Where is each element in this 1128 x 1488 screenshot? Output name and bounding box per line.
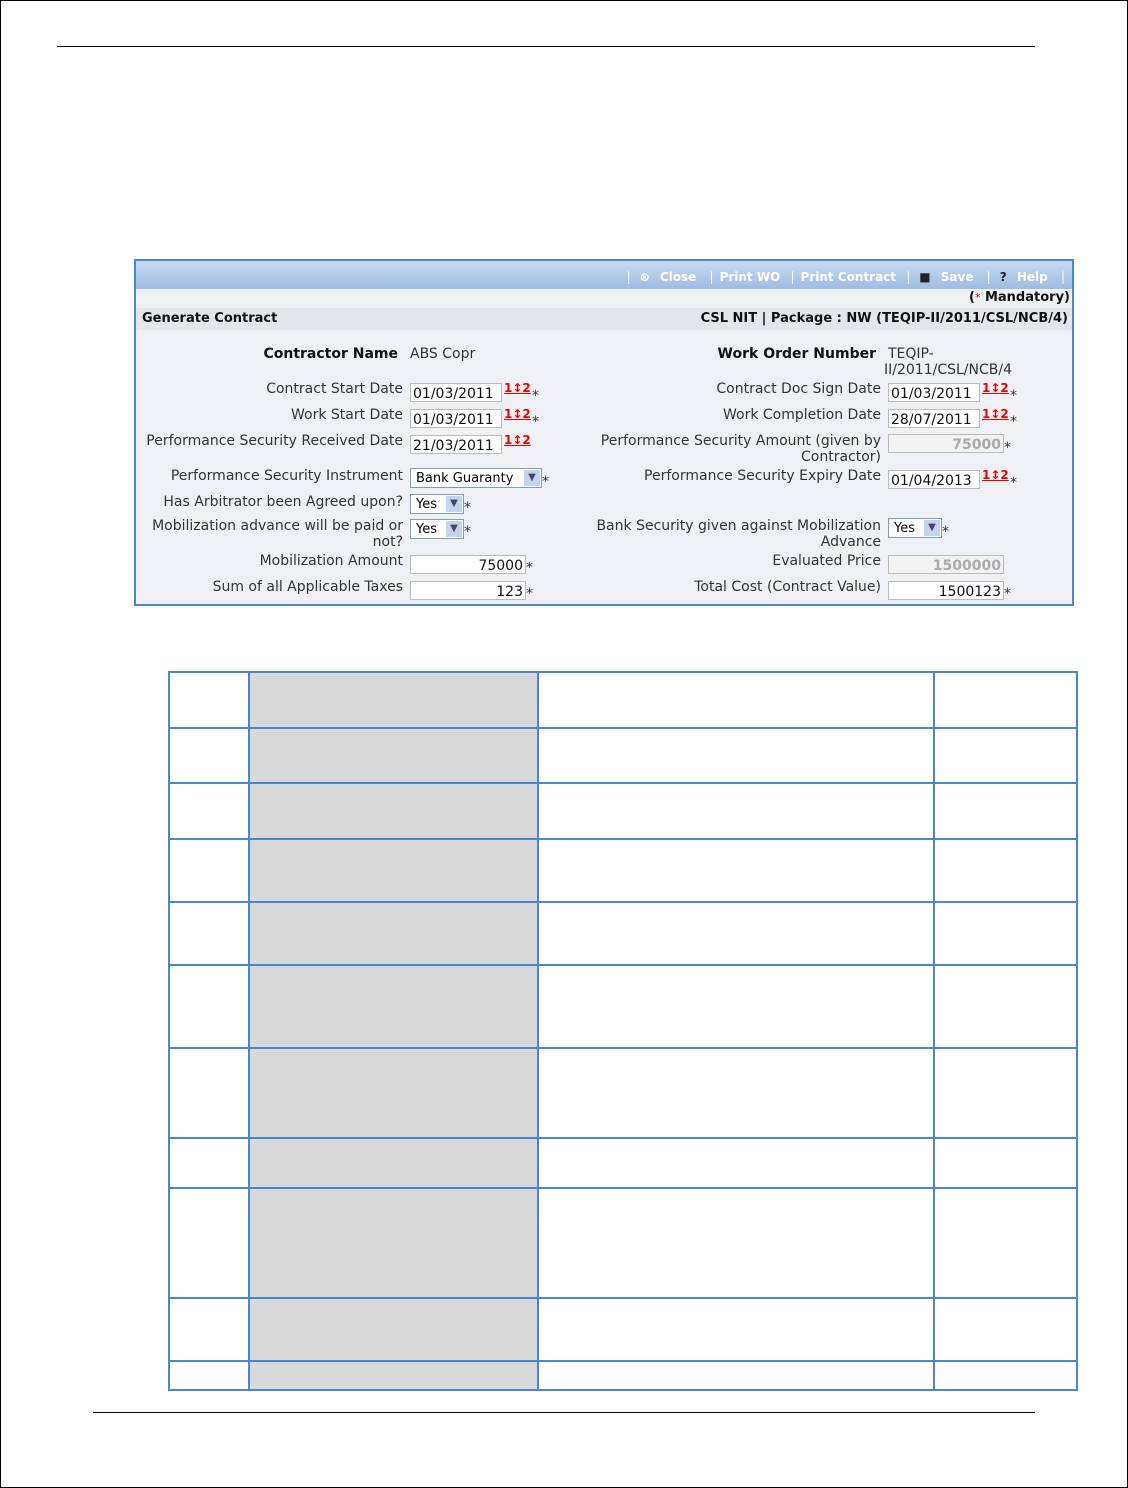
chevron-down-icon: ▼	[524, 470, 540, 486]
print-wo-button[interactable]: Print WO	[719, 270, 781, 284]
chevron-down-icon: ▼	[446, 521, 462, 537]
required-asterisk: *	[1010, 388, 1017, 404]
chevron-down-icon: ▼	[924, 520, 940, 536]
ps-received-label: Performance Security Received Date	[146, 433, 403, 449]
required-asterisk: *	[1010, 475, 1017, 491]
required-asterisk: *	[526, 586, 533, 602]
table-row	[168, 1297, 1078, 1362]
taxes-input[interactable]: 123	[410, 581, 526, 600]
doc-sign-label: Contract Doc Sign Date	[716, 381, 881, 397]
help-button[interactable]: ? Help	[999, 270, 1048, 284]
contract-start-label: Contract Start Date	[266, 381, 403, 397]
contract-start-input[interactable]: 01/03/2011	[410, 383, 502, 402]
ps-instrument-label: Performance Security Instrument	[170, 468, 403, 484]
arbitrator-label: Has Arbitrator been Agreed upon?	[163, 494, 403, 510]
print-contract-button[interactable]: Print Contract	[800, 270, 897, 284]
required-asterisk: *	[526, 560, 533, 576]
bank-security-label: Bank Security given against Mobilization…	[596, 518, 881, 550]
table-row	[168, 1047, 1078, 1139]
required-asterisk: *	[464, 500, 471, 516]
table-row	[168, 1360, 1078, 1391]
save-button[interactable]: ■ Save	[919, 270, 974, 284]
mob-amount-label: Mobilization Amount	[259, 553, 403, 569]
ps-expiry-label: Performance Security Expiry Date	[644, 468, 881, 484]
required-asterisk: *	[1004, 586, 1011, 602]
calendar-icon[interactable]: 1↕2	[504, 381, 531, 395]
ps-amount-label: Performance Security Amount (given by Con…	[600, 433, 881, 465]
form-header: Generate Contract CSL NIT | Package : NW…	[136, 308, 1072, 330]
total-cost-input[interactable]: 1500123	[888, 581, 1004, 600]
table-row	[168, 901, 1078, 966]
chevron-down-icon: ▼	[446, 496, 462, 512]
completion-label: Work Completion Date	[723, 407, 881, 423]
close-icon: ⊗	[639, 270, 650, 284]
bank-security-select[interactable]: Yes ▼	[888, 518, 942, 538]
calendar-icon[interactable]: 1↕2	[982, 381, 1009, 395]
eval-price-label: Evaluated Price	[772, 553, 881, 569]
calendar-icon[interactable]: 1↕2	[982, 407, 1009, 421]
required-asterisk: *	[532, 388, 539, 404]
ps-received-input[interactable]: 21/03/2011	[410, 435, 502, 454]
table-row	[168, 1137, 1078, 1189]
help-icon: ?	[999, 270, 1007, 284]
required-asterisk: *	[942, 524, 949, 540]
doc-sign-input[interactable]: 01/03/2011	[888, 383, 980, 402]
table-row	[168, 1187, 1078, 1299]
required-asterisk: *	[464, 524, 471, 540]
footer-rule	[93, 1412, 1035, 1413]
empty-table	[168, 671, 1078, 1391]
mob-amount-input[interactable]: 75000	[410, 555, 526, 574]
ps-instrument-select[interactable]: Bank Guaranty ▼	[410, 468, 542, 488]
calendar-icon[interactable]: 1↕2	[504, 433, 531, 447]
mob-advance-label: Mobilization advance will be paid or not?	[152, 518, 403, 550]
table-row	[168, 671, 1078, 729]
table-row	[168, 782, 1078, 840]
total-cost-label: Total Cost (Contract Value)	[694, 579, 881, 595]
header-rule	[57, 46, 1035, 47]
toolbar: | ⊗ Close | Print WO | Print Contract | ■ Sa…	[136, 261, 1072, 289]
contractor-name-label: Contractor Name	[263, 346, 398, 362]
wo-number-value: TEQIP- II/2011/CSL/NCB/4	[884, 346, 1012, 378]
generate-contract-panel: | ⊗ Close | Print WO | Print Contract | ■ Sa…	[134, 259, 1074, 606]
package-info: CSL NIT | Package : NW (TEQIP-II/2011/CS…	[700, 311, 1068, 326]
mob-advance-select[interactable]: Yes ▼	[410, 519, 464, 539]
wo-number-label: Work Order Number	[717, 346, 876, 362]
table-row	[168, 727, 1078, 784]
ps-expiry-input[interactable]: 01/04/2013	[888, 470, 980, 489]
calendar-icon[interactable]: 1↕2	[504, 407, 531, 421]
required-asterisk: *	[1010, 414, 1017, 430]
ps-amount-input[interactable]: 75000	[888, 434, 1004, 453]
contractor-name-value: ABS Copr	[410, 346, 476, 362]
table-row	[168, 964, 1078, 1049]
required-asterisk: *	[532, 414, 539, 430]
page-title: Generate Contract	[142, 311, 278, 326]
arbitrator-select[interactable]: Yes ▼	[410, 494, 464, 514]
floppy-disk-icon: ■	[919, 270, 931, 284]
calendar-icon[interactable]: 1↕2	[982, 468, 1009, 482]
taxes-label: Sum of all Applicable Taxes	[212, 579, 403, 595]
required-asterisk: *	[542, 474, 549, 490]
work-start-label: Work Start Date	[290, 407, 403, 423]
close-button[interactable]: ⊗ Close	[639, 270, 697, 284]
mandatory-note: (* Mandatory)	[968, 290, 1070, 305]
completion-input[interactable]: 28/07/2011	[888, 409, 980, 428]
work-start-input[interactable]: 01/03/2011	[410, 409, 502, 428]
required-asterisk: *	[1004, 440, 1011, 456]
table-row	[168, 838, 1078, 903]
eval-price-input[interactable]: 1500000	[888, 555, 1004, 574]
